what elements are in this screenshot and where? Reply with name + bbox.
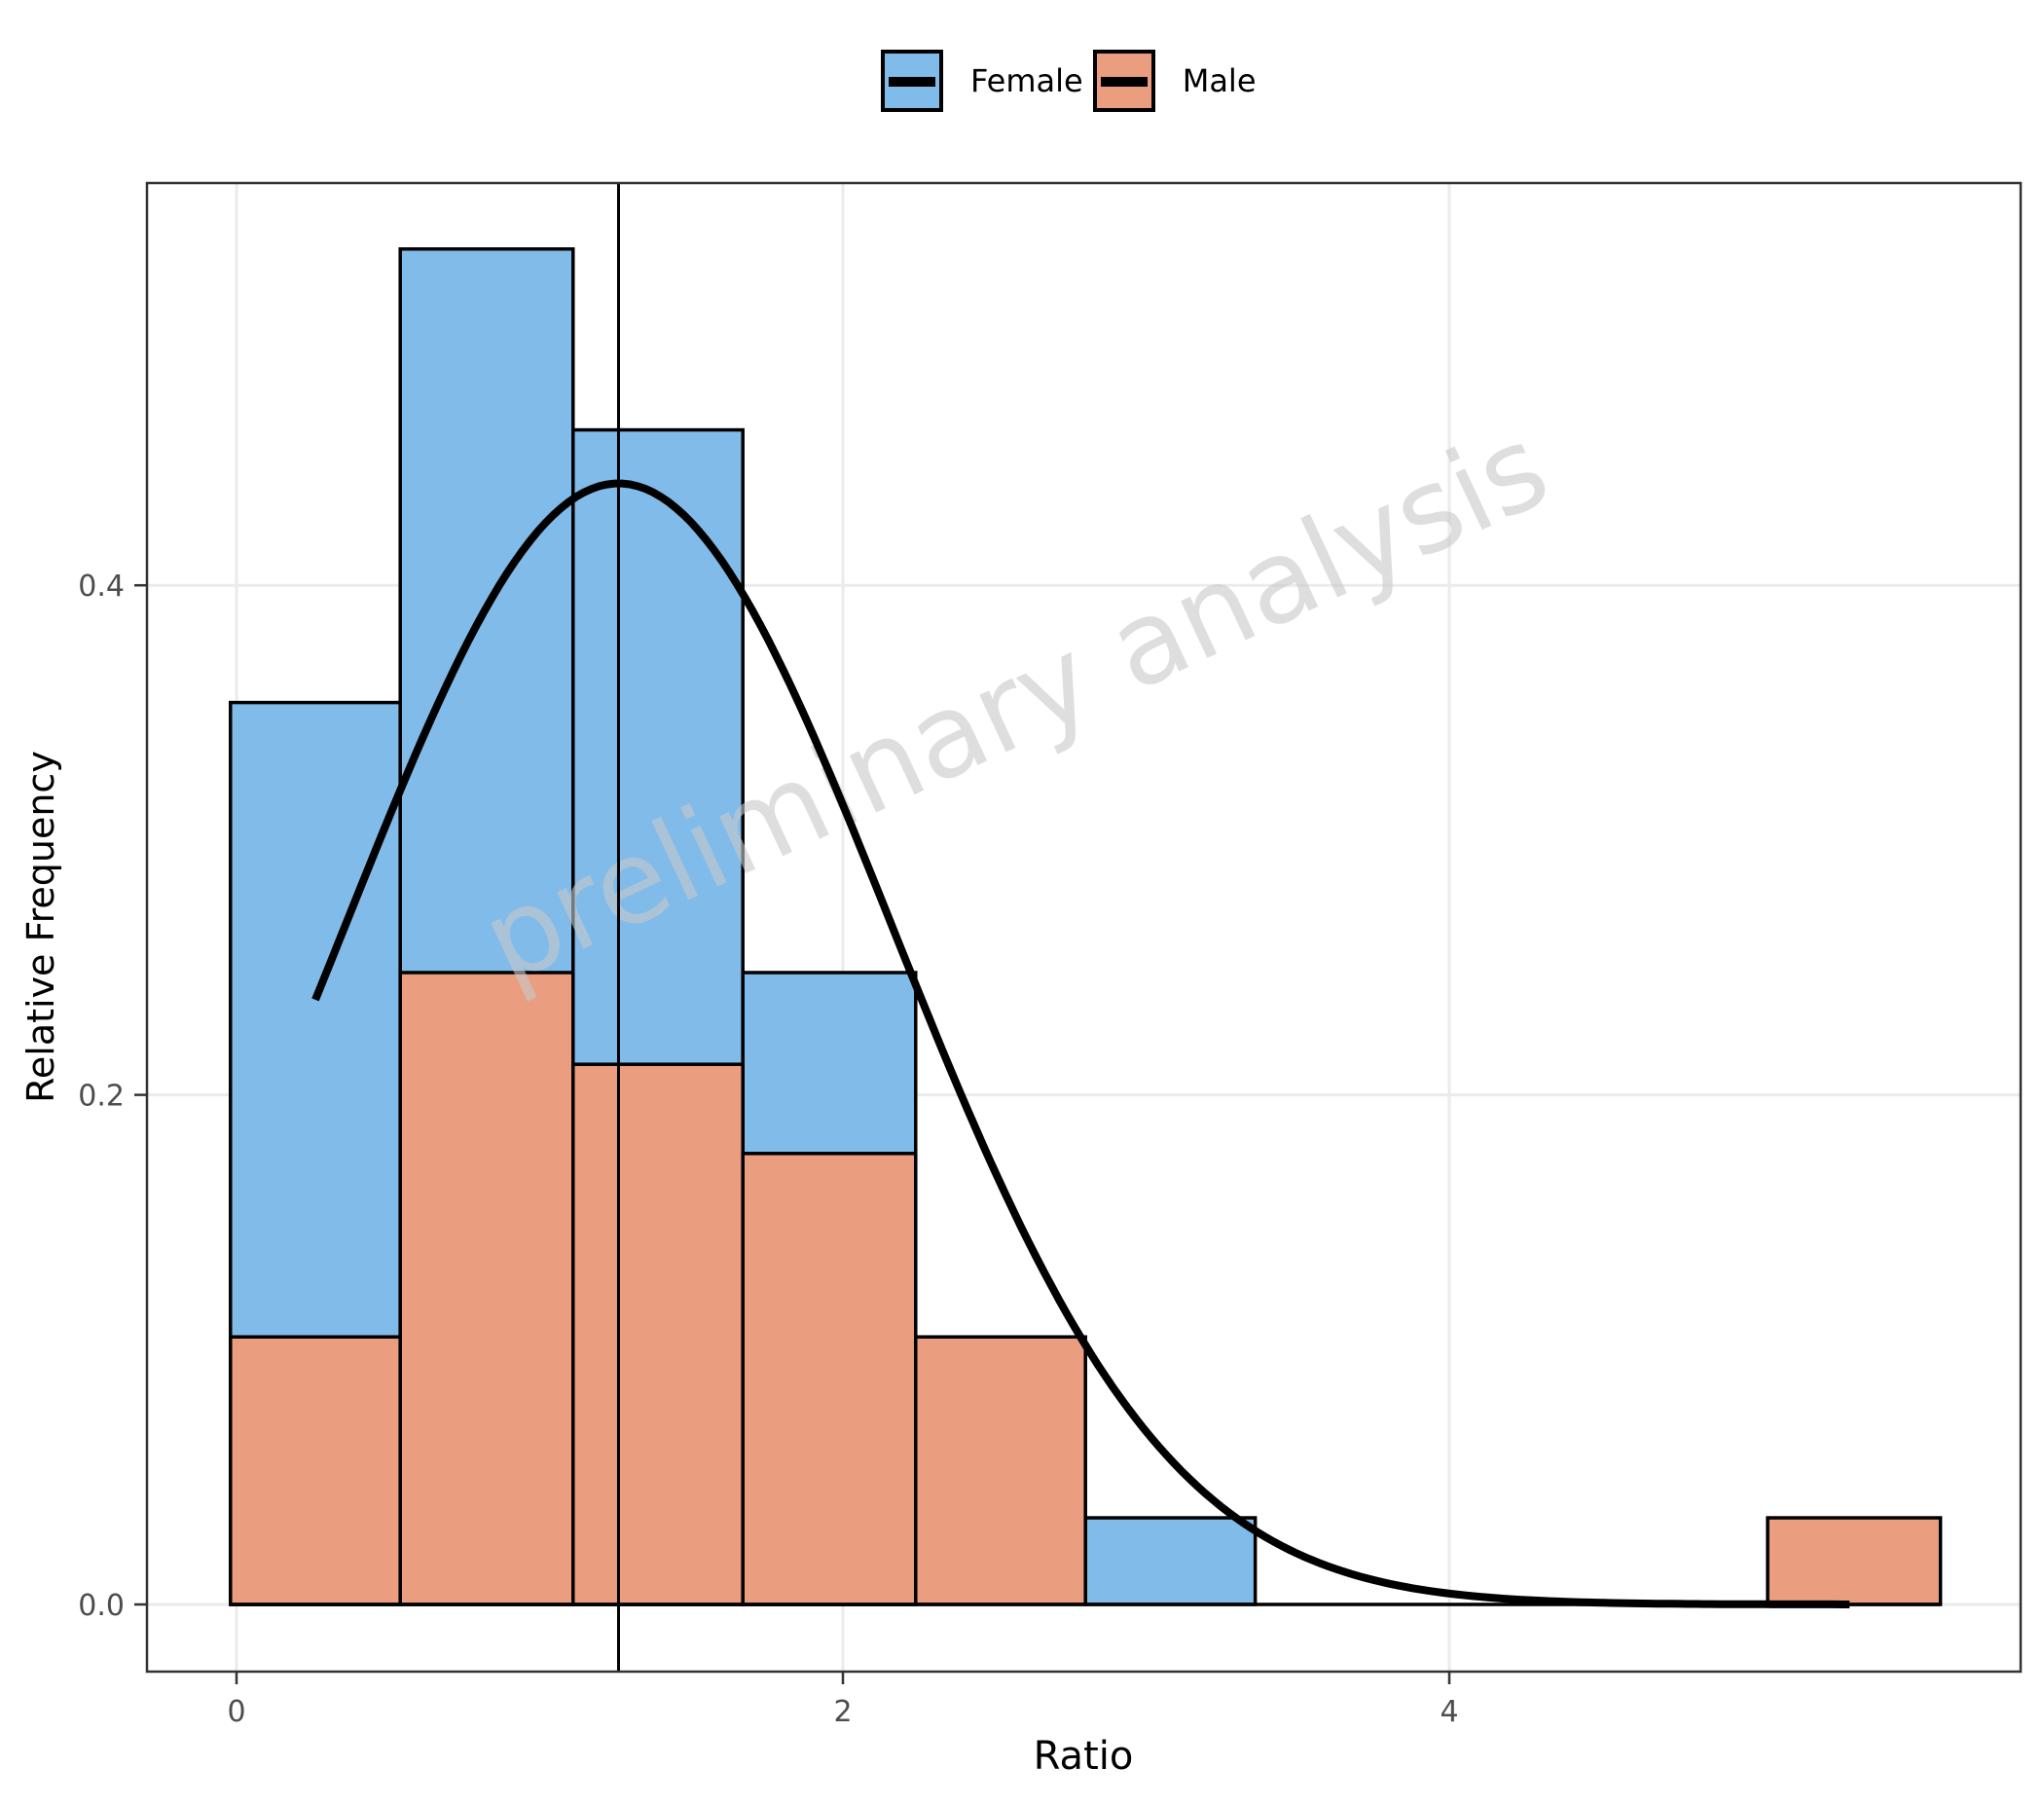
x-tick-label: 2	[833, 1695, 852, 1729]
y-tick-label: 0.2	[78, 1080, 125, 1114]
legend-label-female: Female	[970, 62, 1083, 99]
legend-label-male: Male	[1182, 62, 1257, 99]
male-bar	[398, 971, 575, 1606]
male-bar	[741, 1152, 918, 1606]
plot-panel-border	[145, 181, 2023, 1674]
male-bar	[229, 1335, 402, 1606]
y-axis-label: Relative Frequency	[19, 751, 62, 1103]
male-bar	[1766, 1516, 1943, 1606]
male-bar	[571, 1062, 745, 1606]
legend-item-female: Female	[881, 50, 1083, 112]
x-tick-label: 0	[227, 1695, 245, 1729]
x-axis-label: Ratio	[1034, 1734, 1134, 1779]
normal-curve	[311, 479, 1850, 1608]
female-swatch-icon	[881, 50, 943, 112]
axis-ticks: 0 2 4 0.0 0.2 0.4	[78, 570, 1458, 1729]
female-bar	[1083, 1516, 1258, 1606]
y-tick-label: 0.4	[78, 570, 125, 604]
y-tick-label: 0.0	[78, 1589, 125, 1623]
male-bars	[229, 971, 1943, 1606]
male-swatch-icon	[1092, 50, 1155, 112]
legend: Female Male	[881, 47, 1266, 115]
legend-item-male: Male	[1092, 50, 1257, 112]
male-bar	[914, 1335, 1087, 1606]
x-tick-label: 4	[1440, 1695, 1458, 1729]
